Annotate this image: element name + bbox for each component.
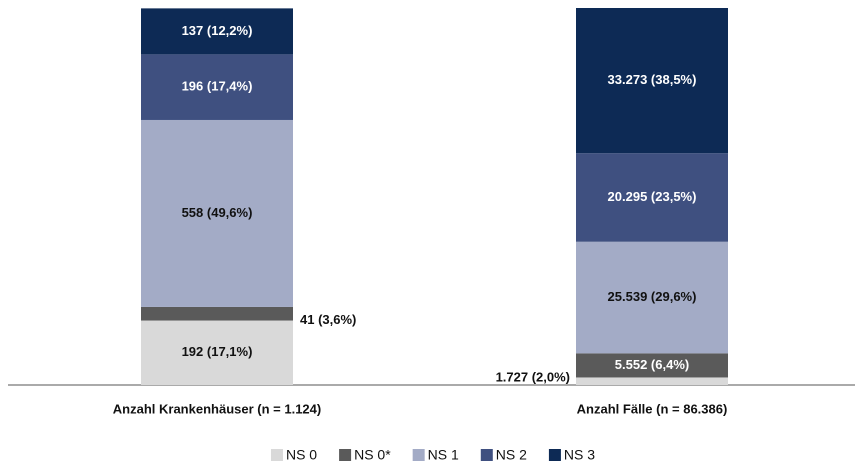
legend-label: NS 0 (286, 447, 317, 463)
category-label: Anzahl Fälle (n = 86.386) (577, 401, 728, 416)
legend-swatch (412, 449, 425, 461)
bar-segment (576, 153, 728, 242)
value-label: 33.273 (38,5%) (608, 72, 697, 87)
legend-label: NS 3 (564, 447, 595, 463)
value-label: 41 (3,6%) (300, 312, 356, 327)
legend-swatch (270, 449, 283, 461)
value-label: 192 (17,1%) (182, 344, 253, 359)
bar-segment (576, 8, 728, 154)
legend-label: NS 0* (354, 447, 391, 463)
value-label: 5.552 (6,4%) (615, 357, 689, 372)
value-label: 137 (12,2%) (182, 23, 253, 38)
category-label: Anzahl Krankenhäuser (n = 1.124) (113, 401, 321, 416)
value-label: 196 (17,4%) (182, 79, 253, 94)
bar-segment (141, 306, 293, 321)
bar-segment (141, 320, 293, 385)
value-label: 25.539 (29,6%) (608, 289, 697, 304)
bar-segment (141, 8, 293, 55)
legend-swatch (339, 449, 352, 461)
legend-label: NS 2 (496, 447, 527, 463)
legend-label: NS 1 (428, 447, 459, 463)
bar-segment (576, 241, 728, 354)
bar-segment (141, 54, 293, 120)
bar-segment (576, 377, 728, 385)
legend-swatch (548, 449, 561, 461)
bar-segment (141, 119, 293, 307)
legend-swatch (480, 449, 493, 461)
bar-segment (576, 353, 728, 378)
value-label: 1.727 (2,0%) (496, 370, 570, 385)
value-label: 20.295 (23,5%) (608, 189, 697, 204)
value-label: 558 (49,6%) (182, 205, 253, 220)
